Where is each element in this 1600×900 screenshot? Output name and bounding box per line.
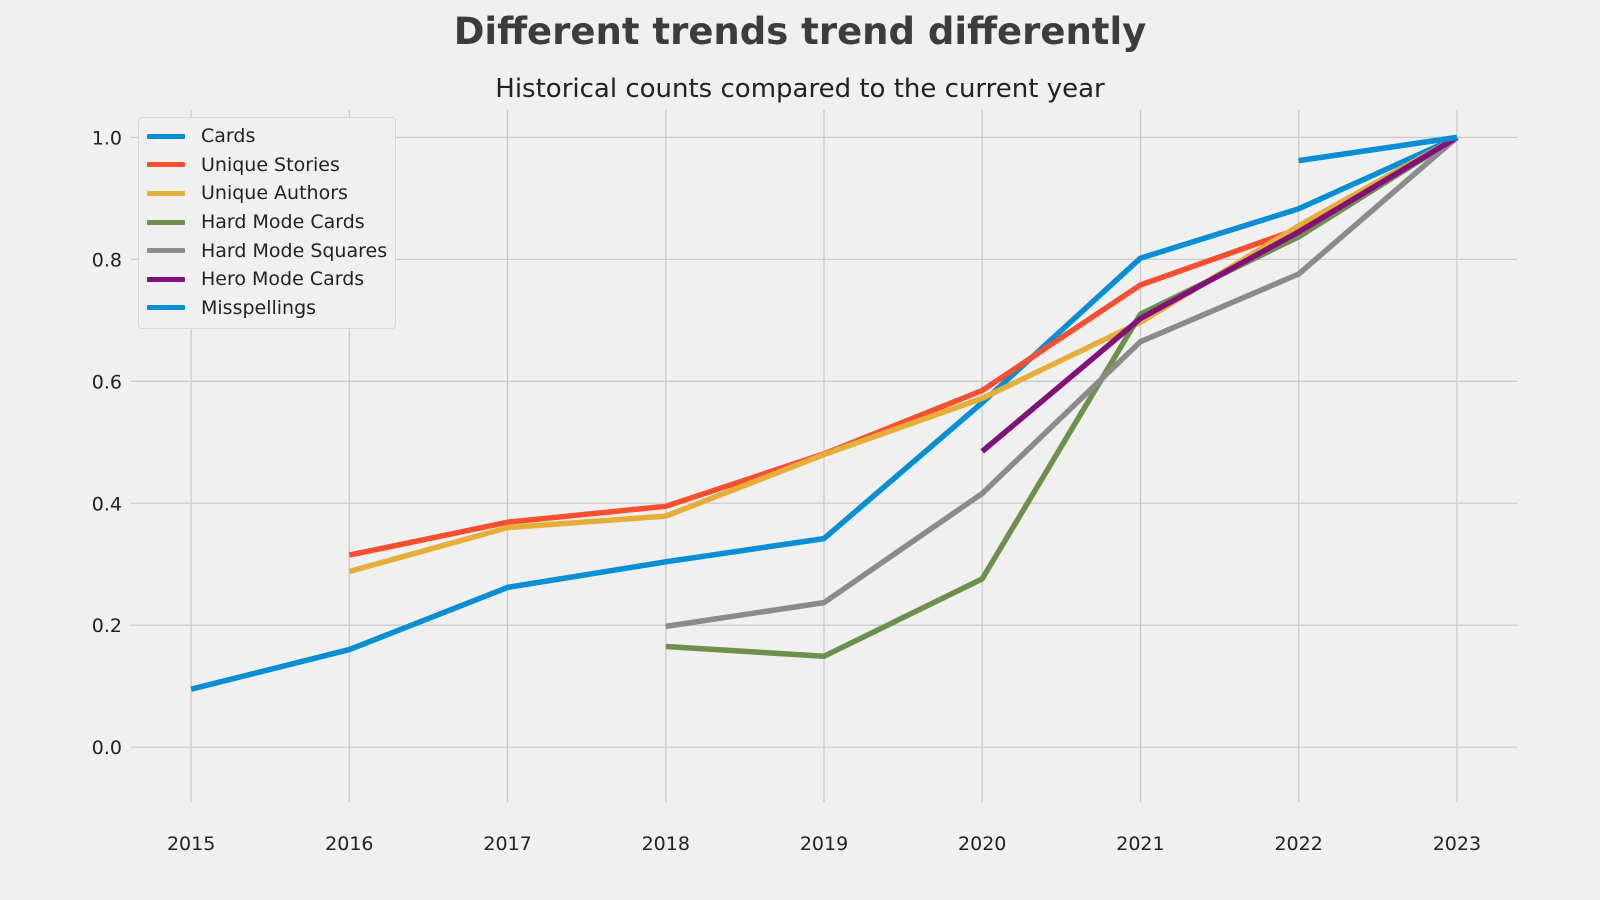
x-tick-label: 2016 bbox=[325, 833, 373, 855]
legend-swatch bbox=[147, 248, 185, 254]
legend-swatch bbox=[147, 276, 185, 282]
legend-swatch bbox=[147, 190, 185, 196]
series-line-hard-mode-squares bbox=[665, 135, 1459, 630]
series-line-misspellings bbox=[1298, 134, 1458, 164]
legend-swatch bbox=[147, 305, 185, 311]
y-tick-label: 0.8 bbox=[92, 249, 122, 271]
legend-item-cards: Cards bbox=[147, 122, 387, 151]
series-line-cards bbox=[190, 134, 1459, 692]
legend-swatch bbox=[147, 162, 185, 168]
series-line-unique-authors bbox=[348, 134, 1459, 575]
legend-item-misspellings: Misspellings bbox=[147, 294, 387, 323]
series-line-hero-mode-cards bbox=[980, 135, 1459, 454]
x-tick-label: 2019 bbox=[800, 833, 848, 855]
legend-swatch bbox=[147, 133, 185, 139]
legend-swatch bbox=[147, 219, 185, 225]
legend-item-hard-mode-cards: Hard Mode Cards bbox=[147, 208, 387, 237]
x-tick-label: 2017 bbox=[483, 833, 531, 855]
chart-subtitle: Historical counts compared to the curren… bbox=[495, 74, 1105, 104]
series-lines bbox=[190, 134, 1459, 692]
legend-label: Unique Authors bbox=[201, 182, 348, 205]
y-tick-label: 1.0 bbox=[92, 127, 122, 149]
legend-label: Unique Stories bbox=[201, 153, 340, 176]
legend-label: Misspellings bbox=[201, 296, 317, 319]
x-tick-labels: 2015 2016 2017 2018 2019 2020 2021 2022 2023 bbox=[167, 833, 1481, 855]
y-tick-label: 0.6 bbox=[92, 371, 122, 393]
x-tick-label: 2020 bbox=[958, 833, 1006, 855]
legend-label: Cards bbox=[201, 125, 256, 148]
y-tick-labels: 0.0 0.2 0.4 0.6 0.8 1.0 bbox=[92, 127, 122, 759]
chart-title: Different trends trend differently bbox=[453, 10, 1147, 53]
legend-item-hero-mode-cards: Hero Mode Cards bbox=[147, 265, 387, 294]
x-tick-label: 2023 bbox=[1433, 833, 1481, 855]
legend: Cards Unique Stories Unique Authors Hard Mo… bbox=[138, 117, 397, 330]
legend-item-unique-stories: Unique Stories bbox=[147, 151, 387, 180]
legend-item-unique-authors: Unique Authors bbox=[147, 179, 387, 208]
legend-label: Hard Mode Squares bbox=[201, 239, 388, 262]
y-tick-label: 0.2 bbox=[92, 615, 122, 637]
legend-label: Hero Mode Cards bbox=[201, 268, 365, 291]
legend-item-hard-mode-squares: Hard Mode Squares bbox=[147, 236, 387, 265]
series-line-hard-mode-cards bbox=[665, 135, 1459, 660]
y-tick-label: 0.4 bbox=[92, 493, 122, 515]
x-tick-label: 2018 bbox=[642, 833, 690, 855]
x-tick-label: 2022 bbox=[1274, 833, 1322, 855]
x-tick-label: 2021 bbox=[1116, 833, 1164, 855]
x-tick-label: 2015 bbox=[167, 833, 215, 855]
y-tick-label: 0.0 bbox=[92, 737, 122, 759]
legend-label: Hard Mode Cards bbox=[201, 211, 365, 234]
series-line-unique-stories bbox=[348, 135, 1459, 558]
